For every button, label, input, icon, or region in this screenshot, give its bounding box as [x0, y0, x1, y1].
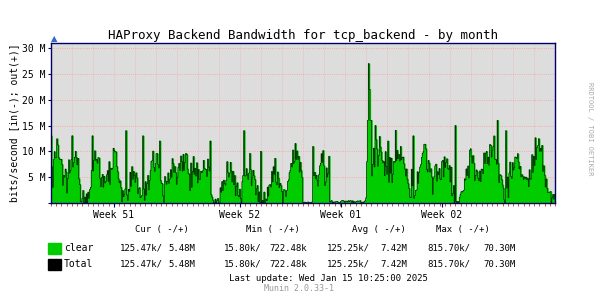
Text: 125.25k/: 125.25k/ [327, 260, 370, 269]
Text: Avg ( -/+): Avg ( -/+) [352, 225, 405, 234]
Text: 15.80k/: 15.80k/ [224, 244, 261, 253]
Text: 815.70k/: 815.70k/ [428, 260, 471, 269]
Text: 815.70k/: 815.70k/ [428, 244, 471, 253]
Text: 125.47k/: 125.47k/ [120, 260, 163, 269]
Text: 70.30M: 70.30M [484, 260, 516, 269]
Text: 722.48k: 722.48k [269, 260, 307, 269]
Text: 7.42M: 7.42M [380, 244, 407, 253]
Text: 125.47k/: 125.47k/ [120, 244, 163, 253]
Text: 70.30M: 70.30M [484, 244, 516, 253]
Text: clear: clear [64, 243, 93, 253]
Text: Min ( -/+): Min ( -/+) [246, 225, 300, 234]
Text: RRDTOOL / TOBI OETIKER: RRDTOOL / TOBI OETIKER [587, 82, 593, 175]
Y-axis label: bits/second [in(-); out(+)]: bits/second [in(-); out(+)] [9, 44, 19, 202]
Title: HAProxy Backend Bandwidth for tcp_backend - by month: HAProxy Backend Bandwidth for tcp_backen… [108, 29, 498, 42]
Text: Last update: Wed Jan 15 10:25:00 2025: Last update: Wed Jan 15 10:25:00 2025 [229, 274, 428, 283]
Text: 15.80k/: 15.80k/ [224, 260, 261, 269]
Text: Total: Total [64, 259, 93, 269]
Text: 5.48M: 5.48M [168, 244, 195, 253]
Text: Max ( -/+): Max ( -/+) [436, 225, 490, 234]
Text: 5.48M: 5.48M [168, 260, 195, 269]
Text: 722.48k: 722.48k [269, 244, 307, 253]
Text: 7.42M: 7.42M [380, 260, 407, 269]
Text: ▲: ▲ [51, 34, 57, 43]
Text: Cur ( -/+): Cur ( -/+) [135, 225, 189, 234]
Text: Munin 2.0.33-1: Munin 2.0.33-1 [263, 284, 334, 292]
Text: 125.25k/: 125.25k/ [327, 244, 370, 253]
